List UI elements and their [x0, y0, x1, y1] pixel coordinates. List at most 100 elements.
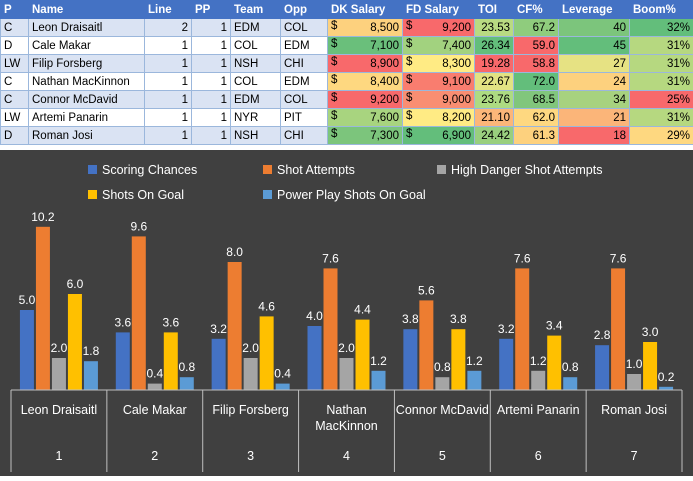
bar[interactable] [116, 332, 130, 390]
cell-pp[interactable]: 1 [192, 109, 231, 127]
cell-toi[interactable]: 24.42 [475, 127, 514, 145]
cell-boom[interactable]: 31% [630, 55, 693, 73]
bar[interactable] [164, 332, 178, 390]
legend-label[interactable]: Shot Attempts [277, 163, 355, 177]
cell-fd[interactable]: $7,400 [403, 37, 475, 55]
bar[interactable] [276, 384, 290, 390]
cell-boom[interactable]: 32% [630, 19, 693, 37]
bar[interactable] [611, 268, 625, 390]
cell-opp[interactable]: PIT [281, 109, 328, 127]
header-line[interactable]: Line [145, 1, 192, 19]
legend-label[interactable]: High Danger Shot Attempts [451, 163, 602, 177]
bar[interactable] [148, 384, 162, 390]
cell-fd[interactable]: $8,200 [403, 109, 475, 127]
cell-team[interactable]: COL [231, 37, 281, 55]
bar[interactable] [20, 310, 34, 390]
bar[interactable] [356, 320, 370, 390]
bar[interactable] [499, 339, 513, 390]
bar[interactable] [308, 326, 322, 390]
cell-toi[interactable]: 23.53 [475, 19, 514, 37]
cell-cf[interactable]: 68.5 [514, 91, 559, 109]
cell-team[interactable]: COL [231, 73, 281, 91]
cell-fd[interactable]: $8,300 [403, 55, 475, 73]
cell-cf[interactable]: 59.0 [514, 37, 559, 55]
bar[interactable] [260, 316, 274, 390]
cell-boom[interactable]: 31% [630, 73, 693, 91]
bar[interactable] [244, 358, 258, 390]
cell-name[interactable]: Nathan MacKinnon [29, 73, 145, 91]
cell-p[interactable]: D [1, 37, 29, 55]
bar[interactable] [515, 268, 529, 390]
cell-toi[interactable]: 19.28 [475, 55, 514, 73]
cell-line[interactable]: 1 [145, 109, 192, 127]
cell-lev[interactable]: 27 [559, 55, 630, 73]
bar[interactable] [132, 236, 146, 390]
header-opp[interactable]: Opp [281, 1, 328, 19]
cell-toi[interactable]: 22.67 [475, 73, 514, 91]
cell-pp[interactable]: 1 [192, 127, 231, 145]
cell-line[interactable]: 1 [145, 127, 192, 145]
header-cf[interactable]: CF% [514, 1, 559, 19]
legend-label[interactable]: Power Play Shots On Goal [277, 188, 426, 202]
bar[interactable] [403, 329, 417, 390]
cell-cf[interactable]: 58.8 [514, 55, 559, 73]
cell-pp[interactable]: 1 [192, 19, 231, 37]
cell-line[interactable]: 1 [145, 73, 192, 91]
cell-dk[interactable]: $7,600 [328, 109, 403, 127]
cell-pp[interactable]: 1 [192, 55, 231, 73]
cell-dk[interactable]: $8,500 [328, 19, 403, 37]
cell-p[interactable]: C [1, 91, 29, 109]
cell-boom[interactable]: 31% [630, 109, 693, 127]
cell-line[interactable]: 1 [145, 55, 192, 73]
cell-cf[interactable]: 61.3 [514, 127, 559, 145]
bar[interactable] [180, 377, 194, 390]
header-leverage[interactable]: Leverage [559, 1, 630, 19]
cell-fd[interactable]: $9,200 [403, 19, 475, 37]
cell-team[interactable]: NSH [231, 127, 281, 145]
cell-fd[interactable]: $9,000 [403, 91, 475, 109]
cell-team[interactable]: NSH [231, 55, 281, 73]
cell-toi[interactable]: 23.76 [475, 91, 514, 109]
cell-opp[interactable]: CHI [281, 127, 328, 145]
cell-opp[interactable]: COL [281, 91, 328, 109]
cell-team[interactable]: EDM [231, 19, 281, 37]
bar[interactable] [563, 377, 577, 390]
bar[interactable] [467, 371, 481, 390]
cell-p[interactable]: LW [1, 55, 29, 73]
cell-line[interactable]: 2 [145, 19, 192, 37]
legend-label[interactable]: Shots On Goal [102, 188, 184, 202]
bar[interactable] [531, 371, 545, 390]
cell-line[interactable]: 1 [145, 37, 192, 55]
cell-line[interactable]: 1 [145, 91, 192, 109]
cell-dk[interactable]: $7,100 [328, 37, 403, 55]
cell-opp[interactable]: COL [281, 19, 328, 37]
bar[interactable] [435, 377, 449, 390]
cell-opp[interactable]: EDM [281, 37, 328, 55]
header-pp[interactable]: PP [192, 1, 231, 19]
cell-p[interactable]: LW [1, 109, 29, 127]
bar[interactable] [643, 342, 657, 390]
cell-fd[interactable]: $6,900 [403, 127, 475, 145]
cell-lev[interactable]: 40 [559, 19, 630, 37]
cell-cf[interactable]: 72.0 [514, 73, 559, 91]
header-p[interactable]: P [1, 1, 29, 19]
bar[interactable] [340, 358, 354, 390]
bar[interactable] [68, 294, 82, 390]
header-team[interactable]: Team [231, 1, 281, 19]
bar[interactable] [451, 329, 465, 390]
header-fd-salary[interactable]: FD Salary [403, 1, 475, 19]
cell-cf[interactable]: 67.2 [514, 19, 559, 37]
header-toi[interactable]: TOI [475, 1, 514, 19]
cell-toi[interactable]: 26.34 [475, 37, 514, 55]
header-name[interactable]: Name [29, 1, 145, 19]
cell-boom[interactable]: 29% [630, 127, 693, 145]
cell-name[interactable]: Cale Makar [29, 37, 145, 55]
cell-opp[interactable]: EDM [281, 73, 328, 91]
bar[interactable] [228, 262, 242, 390]
bar[interactable] [212, 339, 226, 390]
